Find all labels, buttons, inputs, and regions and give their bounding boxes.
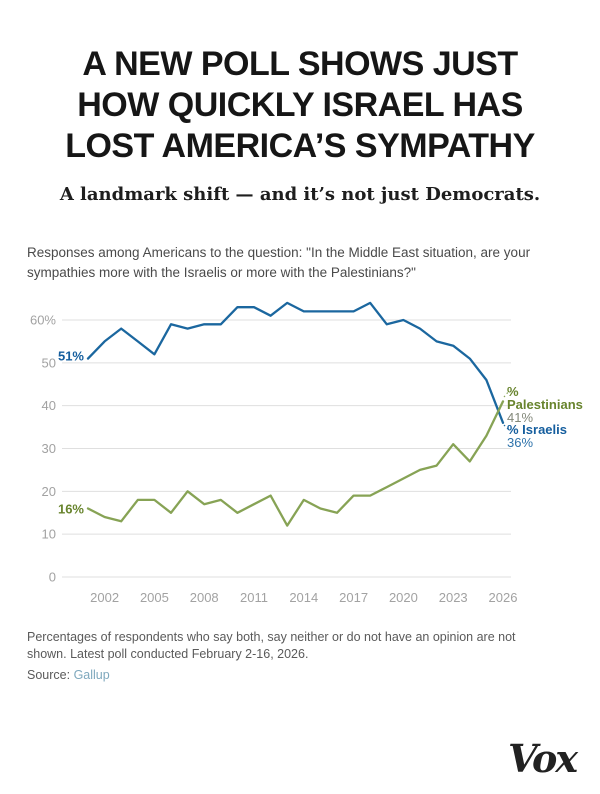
- chart-footnote-line-2: shown. Latest poll conducted February 2-…: [27, 647, 309, 661]
- y-tick-label: 30: [42, 441, 56, 456]
- subtitle: A landmark shift — and it’s not just Dem…: [59, 184, 541, 205]
- israelis-line: [86, 301, 505, 424]
- source-label: Source:: [27, 668, 71, 682]
- x-tick-label: 2002: [90, 590, 119, 605]
- y-tick-label: 40: [42, 398, 56, 413]
- palestinians-label: Palestinians: [507, 397, 583, 412]
- y-tick-label: 20: [42, 484, 56, 499]
- x-tick-label: 2014: [289, 590, 318, 605]
- sympathy-line-chart: 0 10 20 30 40 50 60% 2002 2005 2008 2011 2014 2017 20…: [30, 301, 583, 605]
- x-tick-label: 2023: [439, 590, 468, 605]
- chart-footnote: Percentages of respondents who say both,…: [27, 629, 570, 663]
- x-tick-label: 2008: [190, 590, 219, 605]
- series-start-label: 16%: [58, 501, 84, 516]
- x-tick-label: 2017: [339, 590, 368, 605]
- source-link[interactable]: Gallup: [73, 668, 110, 682]
- x-tick-label: 2011: [240, 590, 268, 605]
- y-tick-label: 0: [49, 570, 56, 585]
- israelis-end-value: 36%: [507, 435, 533, 450]
- x-tick-label: 2020: [389, 590, 418, 605]
- vox-logo: Vox: [508, 736, 578, 781]
- palestinians-leader: [503, 390, 510, 398]
- headline: A NEW POLL SHOWS JUST HOW QUICKLY ISRAEL…: [0, 44, 600, 167]
- x-tick-label: 2005: [140, 590, 169, 605]
- series-start-label: 51%: [58, 349, 84, 364]
- chart-question-line-1: Responses among Americans to the questio…: [27, 245, 531, 260]
- x-tick-label: 2026: [489, 590, 518, 605]
- headline-line-3: LOST AMERICA’S SYMPATHY: [65, 127, 535, 165]
- headline-line-2: HOW QUICKLY ISRAEL HAS: [77, 86, 523, 124]
- israelis-leader: [503, 424, 510, 431]
- chart-footnote-line-1: Percentages of respondents who say both,…: [27, 630, 516, 644]
- headline-line-1: A NEW POLL SHOWS JUST: [82, 45, 518, 83]
- chart-area: 0 10 20 30 40 50 60% 2002 2005 2008 2011 2014 2017 20…: [0, 297, 600, 615]
- palestinians-label: %: [507, 384, 519, 399]
- israelis-label: % Israelis: [507, 422, 567, 437]
- chart-question-line-2: sympathies more with the Israelis or mor…: [27, 265, 416, 280]
- source-row: Source: Gallup: [27, 668, 570, 682]
- y-tick-label: 60%: [30, 313, 56, 328]
- y-tick-label: 50: [42, 355, 56, 370]
- palestinians-line: [86, 400, 505, 527]
- y-tick-label: 10: [42, 527, 56, 542]
- chart-question: Responses among Americans to the questio…: [27, 243, 570, 283]
- palestinians-end-value: 41%: [507, 410, 533, 425]
